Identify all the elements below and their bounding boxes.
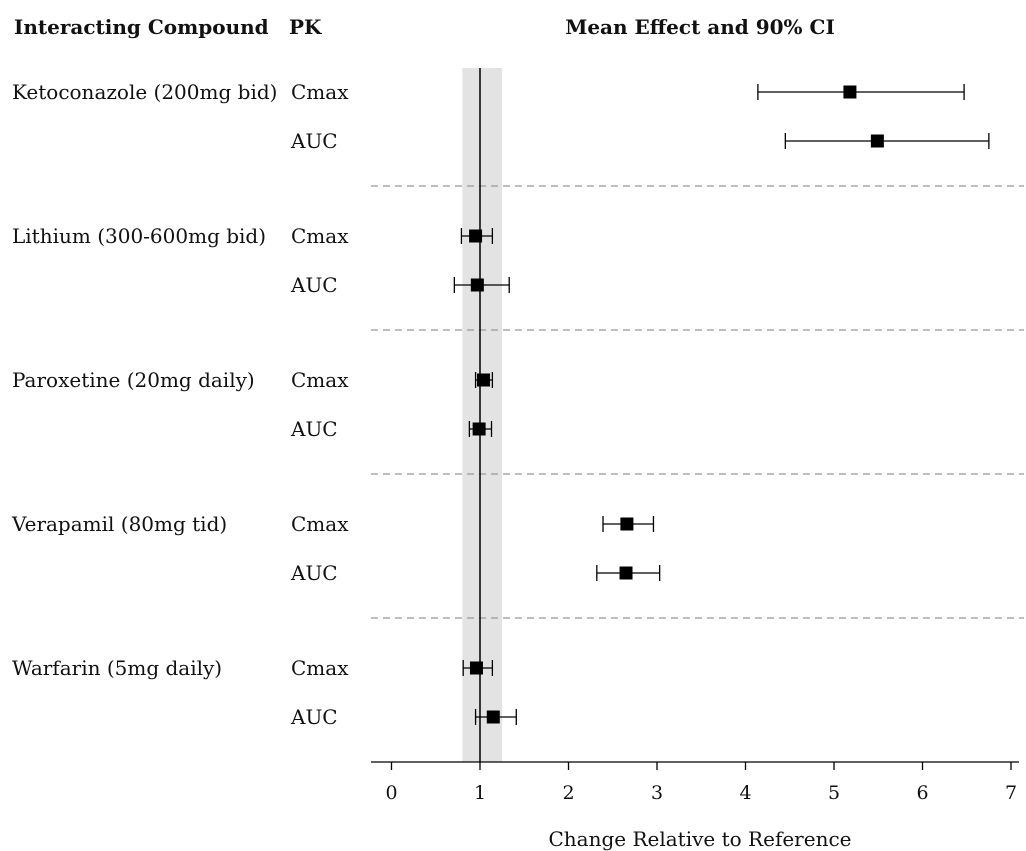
- x-tick-label: 6: [916, 782, 928, 804]
- x-tick-label: 3: [651, 782, 663, 804]
- mean-marker: [469, 661, 483, 675]
- pk-label: AUC: [290, 273, 338, 297]
- header-compound: Interacting Compound: [14, 15, 269, 39]
- x-axis: 0 1 2 3 4 5 6 7: [371, 761, 1019, 804]
- mean-marker: [470, 278, 484, 292]
- compound-label: Warfarin (5mg daily): [12, 656, 222, 680]
- rows-layer: Ketoconazole (200mg bid) Cmax AUC Lithium (…: [11, 80, 990, 729]
- pk-label: Cmax: [291, 224, 349, 248]
- pk-label: Cmax: [291, 80, 349, 104]
- compound-label: Paroxetine (20mg daily): [12, 368, 255, 392]
- pk-label: AUC: [290, 561, 338, 585]
- mean-marker: [620, 517, 634, 531]
- reference-band-layer: [462, 68, 503, 762]
- mean-marker: [469, 229, 483, 243]
- x-tick-label: 7: [1005, 782, 1017, 804]
- x-tick-label: 2: [562, 782, 574, 804]
- pk-label: AUC: [290, 129, 338, 153]
- mean-marker: [843, 85, 857, 99]
- header-effect: Mean Effect and 90% CI: [565, 15, 835, 39]
- pk-label: AUC: [290, 705, 338, 729]
- reference-band: [462, 68, 503, 762]
- x-tick-label: 0: [385, 782, 397, 804]
- mean-marker: [477, 373, 491, 387]
- header-pk: PK: [289, 15, 322, 39]
- compound-label: Lithium (300-600mg bid): [12, 224, 266, 248]
- mean-marker: [870, 134, 884, 148]
- x-axis-label: Change Relative to Reference: [548, 827, 851, 851]
- pk-label: Cmax: [291, 656, 349, 680]
- compound-label: Verapamil (80mg tid): [11, 512, 227, 536]
- mean-marker: [472, 422, 486, 436]
- x-tick-label: 1: [474, 782, 486, 804]
- pk-label: Cmax: [291, 368, 349, 392]
- x-tick-label: 5: [828, 782, 840, 804]
- pk-label: AUC: [290, 417, 338, 441]
- mean-marker: [486, 710, 500, 724]
- pk-label: Cmax: [291, 512, 349, 536]
- x-tick-label: 4: [739, 782, 751, 804]
- mean-marker: [619, 566, 633, 580]
- compound-label: Ketoconazole (200mg bid): [12, 80, 277, 104]
